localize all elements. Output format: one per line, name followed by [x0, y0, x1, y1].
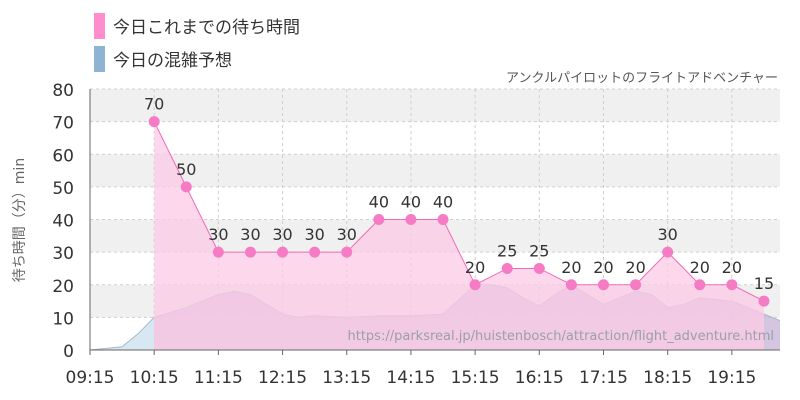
legend: 今日これまでの待ち時間 今日の混雑予想 [94, 13, 300, 72]
wait-marker [630, 279, 642, 291]
chart-subtitle: アンクルパイロットのフライトアドベンチャー [506, 71, 778, 86]
y-tick-label: 10 [52, 309, 74, 329]
y-tick-label: 0 [63, 342, 74, 362]
y-tick-label: 50 [52, 179, 74, 199]
wait-value-label: 20 [593, 258, 613, 277]
wait-value-label: 30 [304, 225, 324, 244]
x-tick-label: 17:15 [579, 368, 628, 388]
wait-value-label: 25 [529, 241, 549, 260]
wait-marker [244, 246, 256, 258]
wait-value-label: 20 [561, 258, 581, 277]
x-tick-label: 18:15 [643, 368, 692, 388]
wait-value-label: 30 [657, 225, 677, 244]
y-tick-label: 40 [52, 212, 74, 232]
wait-markers [148, 116, 770, 307]
y-tick-label: 20 [52, 277, 74, 297]
watermark-url: https://parksreal.jp/huistenbosch/attrac… [348, 329, 775, 344]
wait-value-label: 70 [144, 95, 164, 114]
background-band [90, 154, 780, 187]
wait-marker [277, 246, 289, 258]
x-tick-label: 12:15 [258, 368, 307, 388]
wait-marker [180, 181, 192, 193]
wait-marker [533, 262, 545, 274]
x-tick-label: 09:15 [66, 368, 115, 388]
x-tick-label: 10:15 [130, 368, 179, 388]
data-labels: 70 50 30 30 30 30 30 40 40 40 20 25 25 20 20 20 30 20 20 15 [144, 95, 774, 293]
x-tick-label: 13:15 [322, 368, 371, 388]
y-tick-label: 70 [52, 114, 74, 134]
wait-value-label: 15 [754, 274, 774, 293]
x-tick-label: 19:15 [707, 368, 756, 388]
wait-value-label: 25 [497, 241, 517, 260]
legend-swatch-wait [94, 13, 105, 39]
wait-marker [437, 214, 449, 225]
wait-value-label: 40 [401, 193, 421, 212]
x-tick-label: 14:15 [386, 368, 435, 388]
wait-value-label: 50 [176, 160, 196, 179]
forecast-area-early [90, 317, 155, 350]
wait-marker [469, 279, 481, 291]
wait-value-label: 30 [272, 225, 292, 244]
axes [89, 89, 780, 355]
legend-label-wait: 今日これまでの待ち時間 [113, 18, 300, 38]
background-band [90, 89, 780, 122]
wait-value-label: 30 [240, 225, 260, 244]
wait-marker [662, 246, 674, 258]
legend-label-forecast: 今日の混雑予想 [113, 51, 232, 71]
wait-marker [501, 262, 513, 274]
x-tick-label: 16:15 [515, 368, 564, 388]
wait-value-label: 20 [465, 258, 485, 277]
wait-value-label: 20 [722, 258, 742, 277]
tick-labels: 0 10 20 30 40 50 60 70 80 09:15 10:15 11:15 12:15 13:… [52, 81, 756, 388]
wait-marker [726, 279, 738, 291]
wait-marker [758, 295, 770, 307]
wait-marker [565, 279, 577, 291]
wait-value-label: 30 [208, 225, 228, 244]
wait-value-label: 20 [690, 258, 710, 277]
wait-marker [597, 279, 609, 291]
wait-area [154, 121, 764, 350]
wait-value-label: 30 [337, 225, 357, 244]
y-tick-label: 60 [52, 146, 74, 166]
legend-swatch-forecast [94, 46, 105, 72]
y-tick-label: 80 [52, 81, 74, 101]
wait-marker [148, 116, 160, 128]
x-tick-label: 15:15 [451, 368, 500, 388]
wait-marker [341, 246, 353, 258]
wait-marker [373, 214, 385, 225]
wait-value-label: 40 [369, 193, 389, 212]
wait-marker [212, 246, 224, 258]
y-axis-label: 待ち時間（分）min [12, 158, 28, 282]
y-tick-label: 30 [52, 244, 74, 264]
wait-value-label: 20 [625, 258, 645, 277]
wait-marker [694, 279, 706, 291]
wait-marker [405, 214, 417, 225]
wait-marker [309, 246, 321, 258]
wait-value-label: 40 [433, 193, 453, 212]
x-tick-label: 11:15 [194, 368, 243, 388]
